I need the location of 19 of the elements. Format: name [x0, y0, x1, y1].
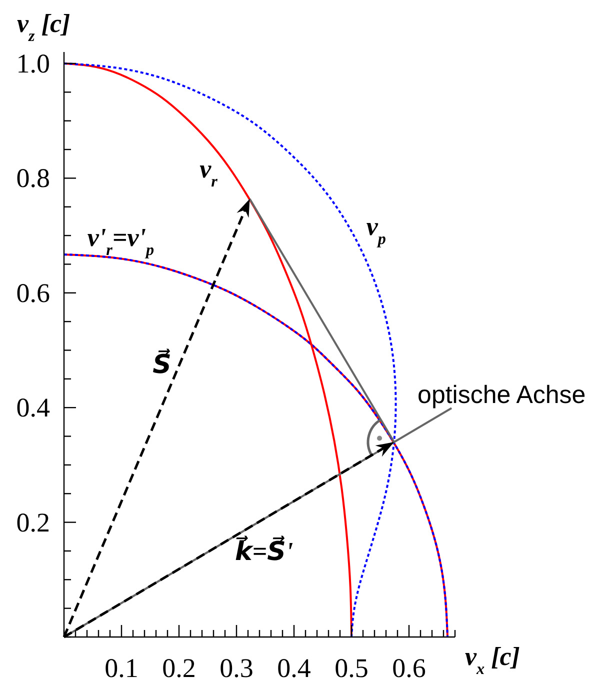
y-tick-label: 0.8 [16, 163, 50, 194]
x-tick-label: 0.3 [220, 653, 254, 683]
x-tick-label: 0.6 [392, 653, 426, 683]
x-tick-label: 0.2 [162, 653, 196, 683]
x-tick-label: 0.5 [334, 653, 368, 683]
y-tick-label: 0.2 [16, 507, 50, 538]
y-tick-label: 0.4 [16, 392, 50, 423]
series-label: v$_{p}$ [366, 212, 386, 248]
x-axis-title: v$_{x}$ [c] [465, 642, 520, 678]
y-tick-label: 1.0 [16, 48, 50, 78]
y-axis-title: v$_{z}$ [c] [17, 9, 70, 44]
annotation: k⃗=S⃗' [235, 535, 294, 567]
x-tick-label: 0.1 [104, 653, 138, 683]
annotation: optische Achse [418, 381, 586, 410]
annotation: S⃗ [152, 348, 172, 380]
y-tick-label: 0.6 [16, 278, 50, 308]
x-tick-label: 0.4 [277, 653, 312, 683]
series-label: v'$_{r}$=v'$_{p}$ [87, 223, 154, 259]
series-label: v$_{r}$ [200, 154, 218, 190]
